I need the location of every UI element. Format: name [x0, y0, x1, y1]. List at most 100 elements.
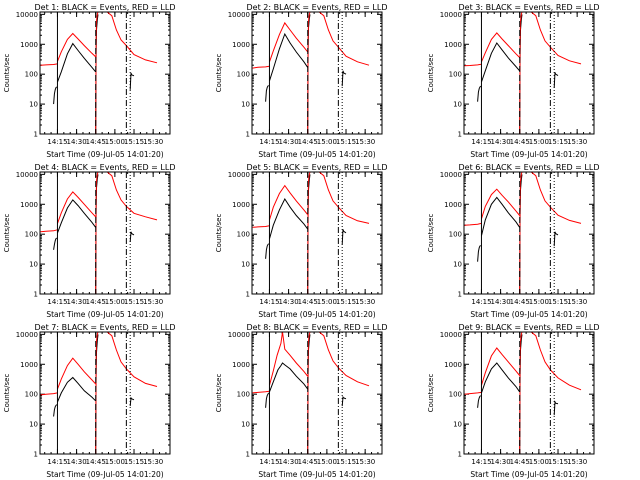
- y-tick-label: 1000: [232, 361, 250, 369]
- y-axis-label: Counts/sec: [427, 214, 435, 253]
- y-tick-label: 10: [29, 101, 38, 109]
- y-axis-label: Counts/sec: [215, 214, 223, 253]
- y-tick-label: 1000: [444, 41, 462, 49]
- lld-series: [57, 357, 96, 390]
- y-tick-label: 10000: [16, 331, 38, 339]
- lld-series: [481, 32, 520, 62]
- lld-series: [464, 391, 482, 395]
- plot-frame: [463, 331, 595, 455]
- y-tick-label: 10: [241, 421, 250, 429]
- x-tick-label: 15:15: [124, 138, 144, 146]
- y-tick-label: 100: [449, 71, 462, 79]
- x-tick-label: 15:00: [317, 458, 337, 466]
- x-tick-label: 15:15: [548, 138, 568, 146]
- panel-title: Det 6: BLACK = Events, RED = LLD: [459, 163, 600, 172]
- plot-area: [40, 332, 158, 454]
- x-axis-label: Start Time (09-Jul-05 14:01:20): [258, 310, 375, 319]
- plot-frame: [39, 171, 171, 295]
- x-tick-label: 14:45: [86, 138, 106, 146]
- lld-series: [57, 32, 96, 62]
- x-tick-label: 14:15: [47, 138, 67, 146]
- y-tick-label: 10000: [440, 171, 462, 179]
- lld-series: [481, 347, 520, 386]
- y-tick-label: 1000: [444, 201, 462, 209]
- det-panel: Det 3: BLACK = Events, RED = LLD Counts/s…: [427, 3, 599, 159]
- x-tick-label: 15:30: [143, 138, 163, 146]
- x-tick-label: 15:15: [336, 298, 356, 306]
- lld-series: [106, 12, 158, 64]
- x-tick-label: 14:45: [298, 138, 318, 146]
- y-tick-label: 1: [246, 451, 250, 459]
- events-series: [265, 85, 270, 102]
- x-tick-label: 15:15: [336, 138, 356, 146]
- y-axis-label: Counts/sec: [215, 54, 223, 93]
- lld-series: [106, 332, 158, 387]
- panel-title: Det 8: BLACK = Events, RED = LLD: [247, 323, 388, 332]
- x-axis-label: Start Time (09-Jul-05 14:01:20): [258, 150, 375, 159]
- x-tick-label: 15:30: [355, 138, 375, 146]
- events-series: [553, 400, 559, 416]
- y-tick-label: 100: [449, 231, 462, 239]
- lld-series: [318, 12, 370, 66]
- x-tick-label: 14:30: [67, 458, 87, 466]
- y-tick-label: 10000: [228, 11, 250, 19]
- panel-title: Det 7: BLACK = Events, RED = LLD: [35, 323, 176, 332]
- plot-frame: [251, 11, 383, 135]
- lld-series: [269, 184, 308, 221]
- x-tick-label: 15:30: [567, 458, 587, 466]
- det-panel: Det 8: BLACK = Events, RED = LLD Counts/s…: [215, 323, 387, 479]
- x-tick-label: 15:00: [529, 138, 549, 146]
- y-axis-label: Counts/sec: [3, 54, 11, 93]
- lld-series: [530, 332, 582, 391]
- plot-frame: [251, 171, 383, 295]
- x-tick-label: 14:45: [510, 138, 530, 146]
- x-tick-label: 15:30: [355, 458, 375, 466]
- x-tick-label: 14:45: [510, 298, 530, 306]
- x-tick-label: 14:30: [67, 298, 87, 306]
- det-panel: Det 5: BLACK = Events, RED = LLD Counts/s…: [215, 163, 387, 319]
- x-axis-label: Start Time (09-Jul-05 14:01:20): [46, 470, 163, 479]
- x-tick-label: 14:15: [47, 298, 67, 306]
- events-series: [481, 196, 521, 236]
- x-tick-label: 15:15: [124, 458, 144, 466]
- x-tick-label: 15:15: [124, 298, 144, 306]
- y-tick-label: 10: [29, 261, 38, 269]
- lld-series: [464, 63, 482, 67]
- x-tick-label: 14:15: [259, 138, 279, 146]
- y-tick-label: 10000: [16, 11, 38, 19]
- x-tick-label: 14:45: [510, 458, 530, 466]
- x-tick-label: 14:15: [259, 458, 279, 466]
- det-panel: Det 1: BLACK = Events, RED = LLD Counts/s…: [3, 3, 175, 159]
- x-tick-label: 14:30: [279, 458, 299, 466]
- x-tick-label: 14:30: [491, 298, 511, 306]
- det-panel: Det 4: BLACK = Events, RED = LLD Counts/s…: [3, 163, 175, 319]
- x-tick-label: 15:30: [143, 458, 163, 466]
- events-series: [553, 72, 559, 88]
- y-tick-label: 10: [453, 261, 462, 269]
- x-tick-label: 15:30: [567, 138, 587, 146]
- y-tick-label: 10: [453, 101, 462, 109]
- plot-frame: [251, 331, 383, 455]
- y-tick-label: 10000: [440, 11, 462, 19]
- det-panel: Det 2: BLACK = Events, RED = LLD Counts/s…: [215, 3, 387, 159]
- y-tick-label: 1: [458, 451, 462, 459]
- x-tick-label: 15:30: [143, 298, 163, 306]
- x-axis-label: Start Time (09-Jul-05 14:01:20): [470, 310, 587, 319]
- events-series: [481, 42, 520, 83]
- x-tick-label: 14:15: [471, 138, 491, 146]
- panel-title: Det 4: BLACK = Events, RED = LLD: [35, 163, 176, 172]
- y-tick-label: 1: [458, 131, 462, 139]
- y-tick-label: 100: [237, 391, 250, 399]
- lld-series: [530, 172, 582, 224]
- events-series: [477, 85, 482, 102]
- events-series: [265, 392, 270, 408]
- x-tick-label: 15:15: [336, 458, 356, 466]
- lld-series: [481, 188, 520, 219]
- panel-title: Det 2: BLACK = Events, RED = LLD: [247, 3, 388, 12]
- x-tick-label: 14:30: [279, 138, 299, 146]
- y-tick-label: 100: [25, 71, 38, 79]
- y-tick-label: 1000: [444, 361, 462, 369]
- y-tick-label: 100: [25, 391, 38, 399]
- panel-title: Det 9: BLACK = Events, RED = LLD: [459, 323, 600, 332]
- y-tick-label: 10: [29, 421, 38, 429]
